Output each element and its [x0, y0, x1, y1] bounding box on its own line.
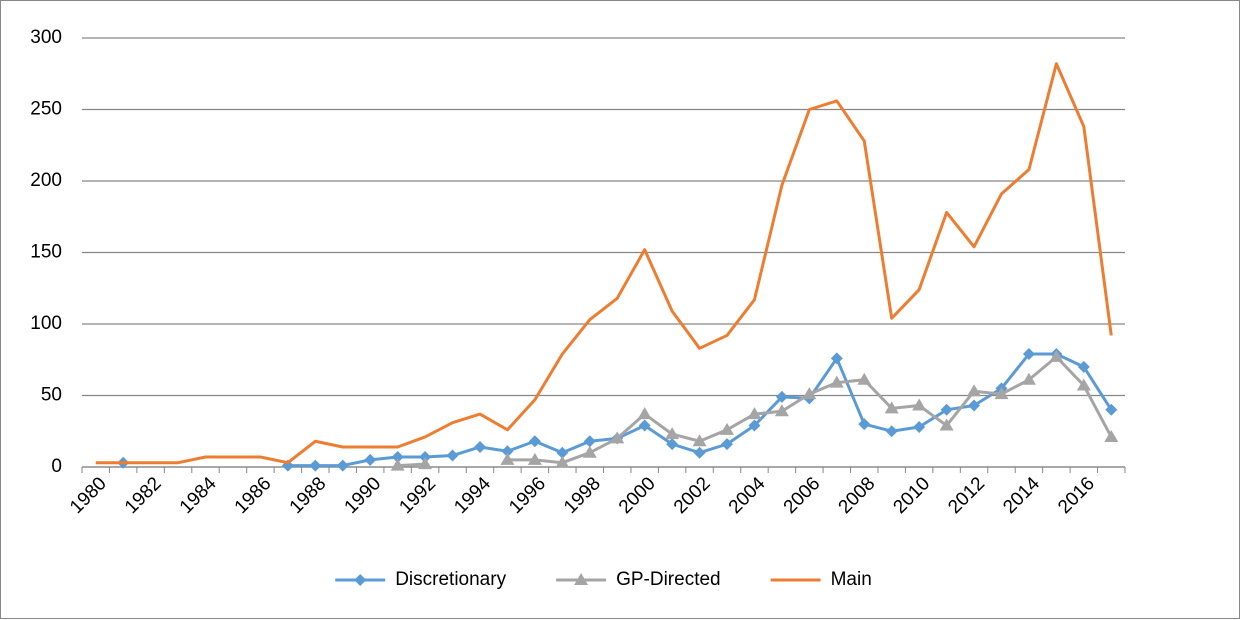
y-tick-label: 0 — [51, 456, 62, 477]
legend: Discretionary GP-Directed Main — [335, 569, 872, 590]
point — [721, 438, 734, 451]
point — [1104, 429, 1119, 442]
point — [1022, 348, 1035, 361]
point — [582, 445, 597, 458]
point — [666, 438, 679, 451]
point — [665, 427, 680, 440]
point — [638, 419, 651, 432]
point — [473, 440, 486, 453]
point — [693, 446, 706, 459]
y-tick-label: 100 — [30, 313, 62, 334]
point — [720, 422, 735, 435]
point — [913, 420, 926, 433]
y-tick-label: 200 — [30, 170, 62, 191]
point — [692, 434, 707, 447]
point — [994, 387, 1009, 400]
point — [885, 425, 898, 438]
point — [912, 398, 927, 411]
point — [1076, 378, 1091, 391]
point — [1105, 403, 1118, 416]
point — [418, 457, 433, 470]
point — [446, 449, 459, 462]
point — [939, 418, 954, 431]
point — [829, 375, 844, 388]
y-tick-label: 300 — [30, 27, 62, 48]
point — [309, 459, 322, 472]
legend-item: Discretionary — [335, 569, 507, 590]
point — [775, 390, 788, 403]
point — [555, 455, 570, 468]
point — [1049, 349, 1064, 362]
point — [500, 452, 515, 465]
legend-item: GP-Directed — [556, 569, 721, 590]
point — [830, 352, 843, 365]
point — [390, 458, 405, 471]
point — [884, 401, 899, 414]
point — [967, 384, 982, 397]
legend-item: Main — [770, 569, 872, 590]
legend-marker — [354, 574, 367, 586]
point — [336, 459, 349, 472]
y-tick-label: 250 — [30, 99, 62, 120]
legend-label: Main — [831, 569, 872, 590]
point — [501, 445, 514, 458]
point — [940, 403, 953, 416]
point — [391, 450, 404, 463]
y-tick-label: 50 — [41, 385, 62, 406]
point — [364, 453, 377, 466]
point — [968, 399, 981, 412]
point — [419, 450, 432, 463]
point — [528, 435, 541, 448]
point — [774, 404, 789, 417]
point — [747, 407, 762, 420]
series-line — [95, 62, 1113, 465]
point — [857, 372, 872, 385]
point — [858, 418, 871, 431]
point — [583, 435, 596, 448]
point — [527, 452, 542, 465]
point — [802, 387, 817, 400]
point — [637, 407, 652, 420]
point — [610, 431, 625, 444]
y-tick-label: 150 — [30, 242, 62, 263]
legend-label: Discretionary — [395, 569, 506, 590]
point — [1077, 360, 1090, 373]
point — [556, 446, 569, 459]
legend-label: GP-Directed — [616, 569, 721, 590]
point — [748, 419, 761, 432]
point — [1021, 372, 1036, 385]
legend-marker — [574, 573, 589, 585]
